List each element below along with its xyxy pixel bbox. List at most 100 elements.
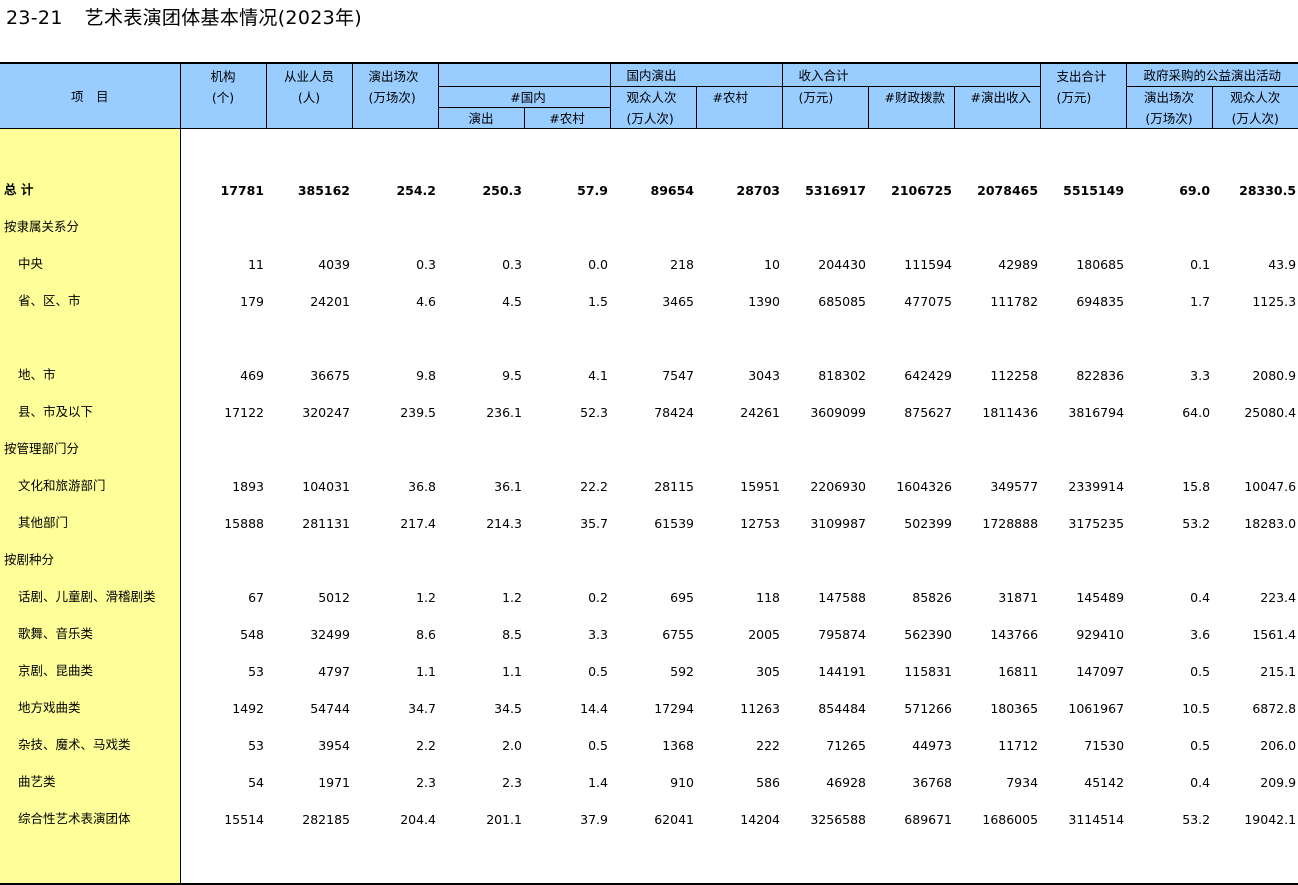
header-gov-audience: 观众人次 bbox=[1211, 86, 1298, 107]
value-cell: 215.1 bbox=[1260, 663, 1297, 679]
value-cell bbox=[524, 425, 610, 462]
header-fiscal: #财政拨款 bbox=[867, 86, 955, 107]
value-cell: 282185 bbox=[302, 811, 350, 827]
row-label: 杂技、魔术、马戏类 bbox=[0, 720, 181, 758]
header-gov-audience-unit: (万人次) bbox=[1211, 107, 1298, 129]
value-cell: 1893 bbox=[232, 478, 264, 494]
value-cell: 695 bbox=[670, 589, 694, 605]
value-cell bbox=[782, 203, 868, 240]
spacer-cell bbox=[438, 128, 524, 166]
value-cell: 2078465 bbox=[977, 182, 1039, 198]
table-header: 项 目 机构 从业人员 演出场次 国内演出 收入合计 支出合计 政府采购的公益演… bbox=[0, 62, 1298, 129]
header-rural: #农村 bbox=[523, 107, 610, 129]
value-cell: 2.2 bbox=[416, 737, 436, 753]
row-label: 按剧种分 bbox=[0, 535, 181, 573]
value-cell bbox=[696, 536, 782, 573]
spacer-cell bbox=[438, 314, 524, 351]
spacer-cell bbox=[696, 128, 782, 166]
value-cell bbox=[180, 203, 266, 240]
value-cell: 16811 bbox=[998, 663, 1039, 679]
header-audience: 观众人次 bbox=[609, 86, 696, 107]
value-cell: 1492 bbox=[232, 700, 264, 716]
value-cell: 18283.0 bbox=[1244, 515, 1297, 531]
value-cell bbox=[868, 203, 954, 240]
value-cell: 822836 bbox=[1076, 367, 1125, 383]
value-cell bbox=[1126, 203, 1212, 240]
header-domestic: #国内 bbox=[437, 86, 610, 108]
header-income: 收入合计 bbox=[781, 62, 1041, 87]
value-cell bbox=[610, 536, 696, 573]
header-staff: 从业人员 bbox=[265, 62, 352, 86]
header-orgs: 机构 bbox=[179, 62, 266, 86]
spacer-cell bbox=[352, 314, 438, 351]
value-cell: 3114514 bbox=[1068, 811, 1125, 827]
value-cell: 31871 bbox=[998, 589, 1039, 605]
value-cell: 818302 bbox=[818, 367, 867, 383]
value-cell: 32499 bbox=[310, 626, 350, 642]
row-label: 曲艺类 bbox=[0, 757, 181, 795]
value-cell: 206.0 bbox=[1260, 737, 1297, 753]
spacer-cell bbox=[180, 314, 266, 351]
spacer-row bbox=[0, 128, 1298, 166]
value-cell bbox=[696, 425, 782, 462]
value-cell: 281131 bbox=[302, 515, 350, 531]
spacer-cell bbox=[868, 314, 954, 351]
value-cell: 689671 bbox=[904, 811, 953, 827]
spacer-cell bbox=[868, 831, 955, 885]
value-cell: 204430 bbox=[818, 256, 867, 272]
value-cell: 112258 bbox=[990, 367, 1039, 383]
value-cell: 0.5 bbox=[588, 663, 608, 679]
row-label: 话剧、儿童剧、滑稽剧类 bbox=[0, 572, 181, 610]
group-header-row: 按剧种分 bbox=[0, 535, 1298, 573]
spacer-cell bbox=[1126, 128, 1212, 166]
value-cell: 239.5 bbox=[400, 404, 436, 420]
value-cell: 118 bbox=[756, 589, 781, 605]
value-cell: 34.7 bbox=[408, 700, 436, 716]
value-cell: 571266 bbox=[904, 700, 953, 716]
table-row: 地、市 469 36675 9.8 9.5 4.1 7547 3043 818302 642429… bbox=[0, 350, 1298, 388]
spacer-row bbox=[0, 313, 1298, 351]
value-cell: 11712 bbox=[998, 737, 1039, 753]
value-cell: 1.4 bbox=[588, 774, 608, 790]
header-gov-shows-unit: (万场次) bbox=[1125, 107, 1213, 129]
value-cell: 111782 bbox=[990, 293, 1039, 309]
value-cell: 4.1 bbox=[588, 367, 608, 383]
value-cell: 1728888 bbox=[982, 515, 1039, 531]
value-cell: 1.5 bbox=[588, 293, 608, 309]
header-expense: 支出合计 bbox=[1039, 62, 1127, 86]
spacer-cell bbox=[954, 128, 1040, 166]
value-cell: 236.1 bbox=[486, 404, 522, 420]
value-cell: 9.8 bbox=[416, 367, 436, 383]
spacer-cell bbox=[180, 831, 266, 885]
value-cell bbox=[782, 536, 868, 573]
value-cell: 250.3 bbox=[482, 182, 522, 198]
spacer-cell bbox=[266, 314, 352, 351]
value-cell: 4.6 bbox=[416, 293, 436, 309]
value-cell bbox=[782, 425, 868, 462]
page-title: 23-21 艺术表演团体基本情况(2023年) bbox=[6, 4, 362, 32]
value-cell: 36768 bbox=[912, 774, 953, 790]
spacer-cell bbox=[1040, 314, 1126, 351]
header-staff-unit: (人) bbox=[265, 86, 352, 107]
value-cell: 204.4 bbox=[400, 811, 436, 827]
value-cell: 15888 bbox=[224, 515, 264, 531]
value-cell: 3816794 bbox=[1068, 404, 1125, 420]
table-title: 艺术表演团体基本情况(2023年) bbox=[84, 7, 362, 29]
value-cell: 10.5 bbox=[1182, 700, 1211, 716]
spacer-cell bbox=[610, 831, 696, 885]
value-cell bbox=[352, 203, 438, 240]
header-gov-purchase: 政府采购的公益演出活动 bbox=[1125, 62, 1298, 87]
row-label: 综合性艺术表演团体 bbox=[0, 794, 181, 832]
row-label: 省、区、市 bbox=[0, 276, 181, 314]
header-orgs-unit: (个) bbox=[179, 86, 266, 107]
value-cell: 3465 bbox=[662, 293, 694, 309]
value-cell: 7547 bbox=[662, 367, 694, 383]
value-cell: 8.5 bbox=[502, 626, 522, 642]
spacer-cell bbox=[524, 128, 610, 166]
header-blank bbox=[867, 107, 955, 129]
spacer-row bbox=[0, 831, 1298, 885]
value-cell: 2339914 bbox=[1068, 478, 1125, 494]
value-cell bbox=[1126, 536, 1212, 573]
value-cell: 854484 bbox=[818, 700, 867, 716]
value-cell: 685085 bbox=[818, 293, 867, 309]
